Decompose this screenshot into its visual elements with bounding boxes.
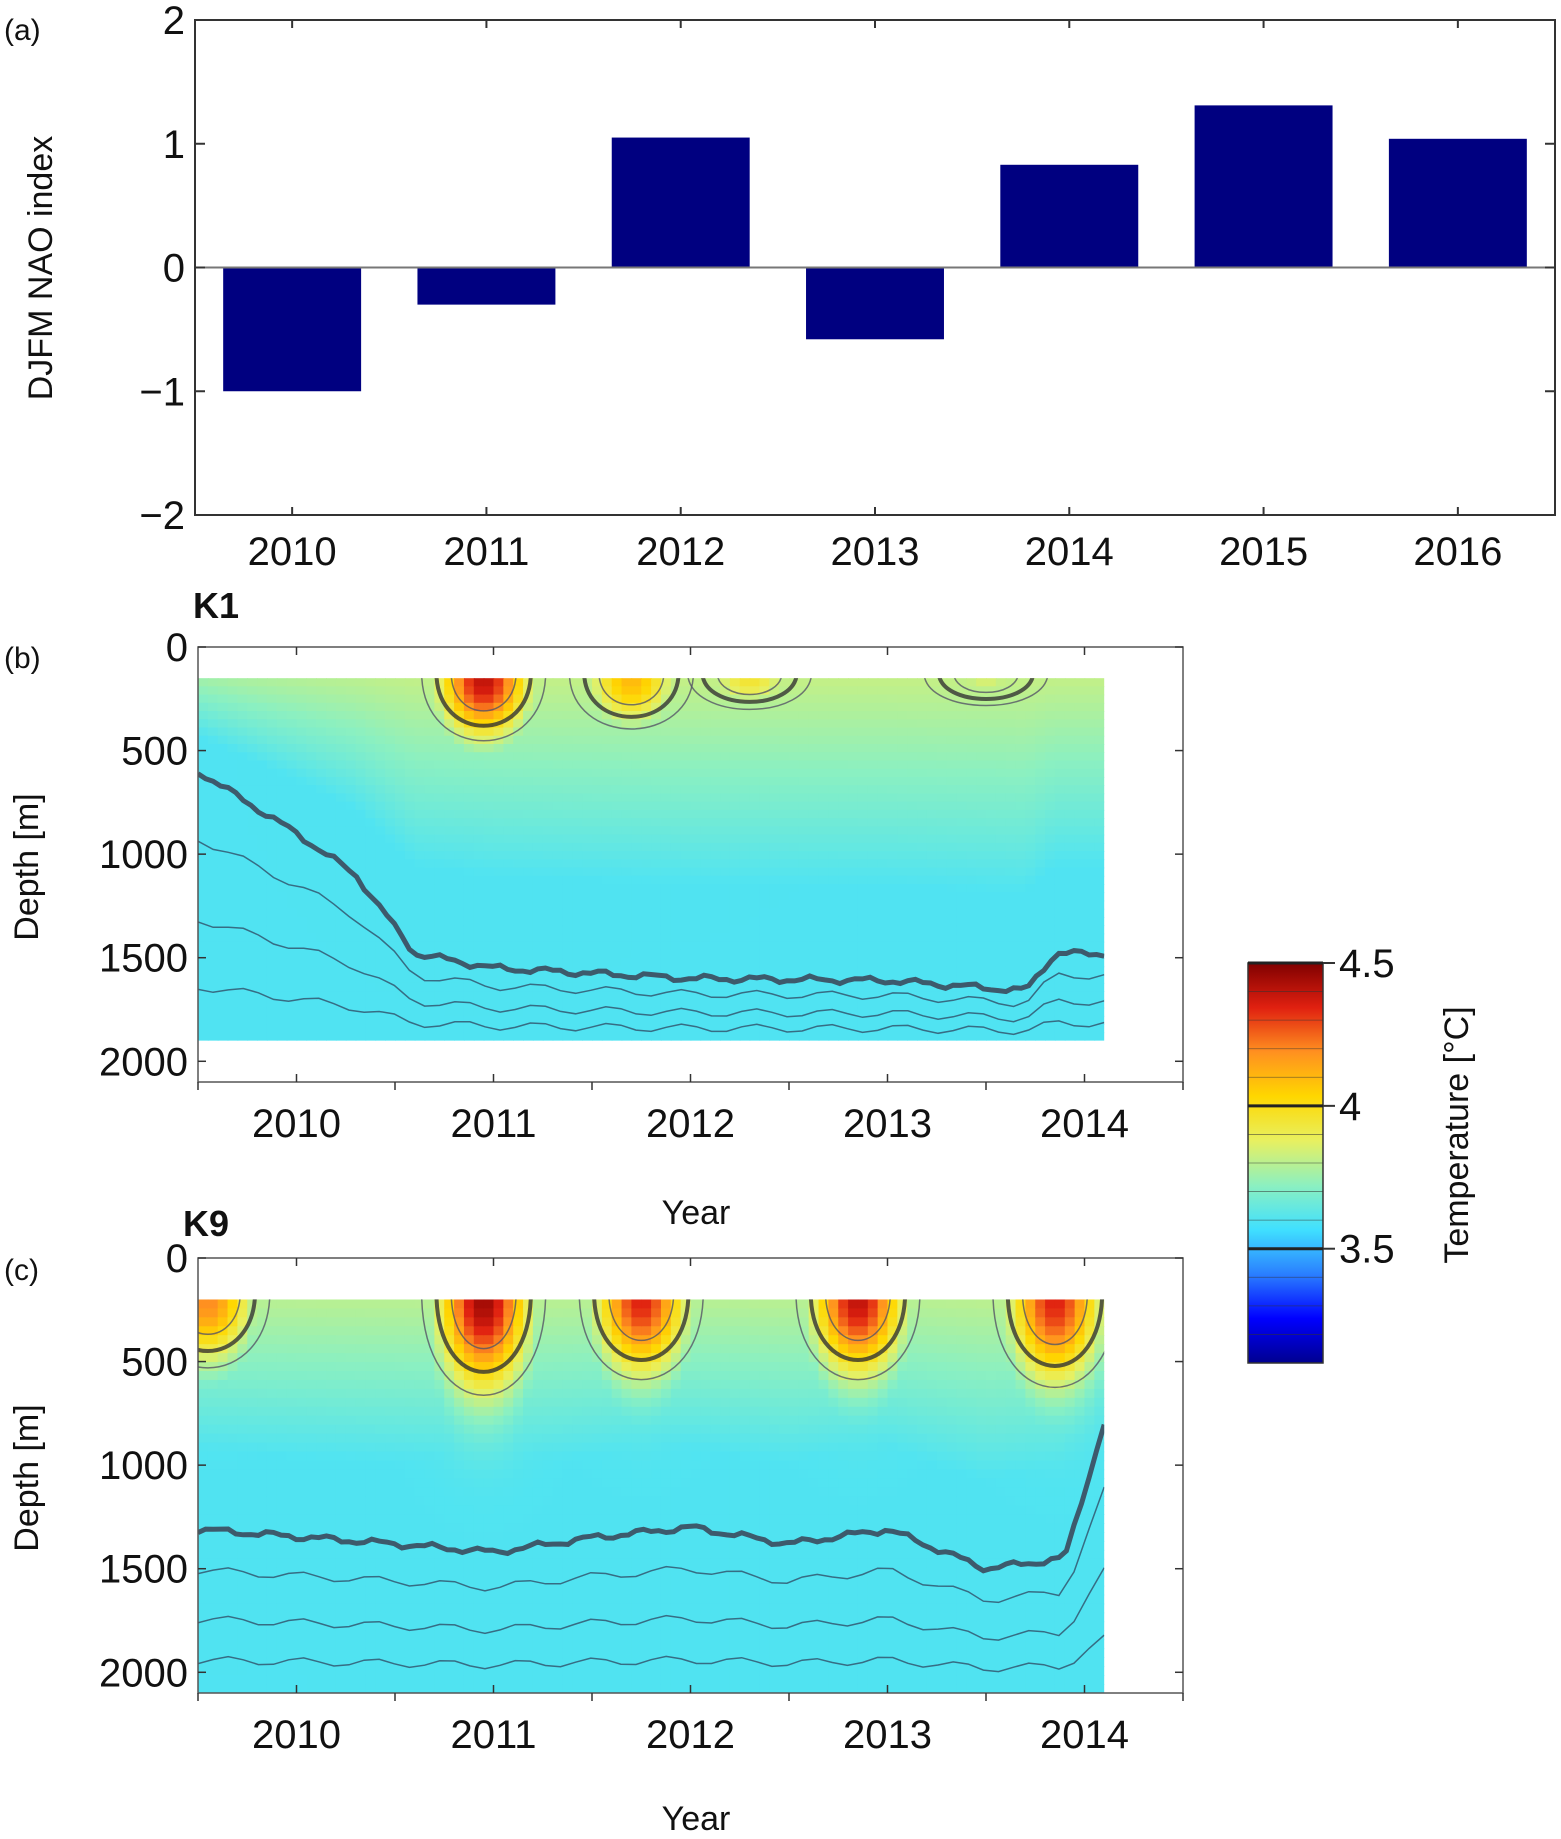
k9-core-contour xyxy=(1022,1299,1088,1346)
k9-core-contour xyxy=(825,1299,891,1341)
k9-core-contour xyxy=(1006,1299,1104,1368)
k1-core-contour xyxy=(937,678,1035,701)
nao-bar xyxy=(223,267,362,392)
k9-title: K9 xyxy=(183,1203,229,1244)
k9-xlabel: Year xyxy=(662,1800,731,1838)
k9-ytick-label: 1500 xyxy=(99,1548,188,1592)
k1-xtick-label: 2012 xyxy=(646,1102,735,1146)
k9-core-contour xyxy=(795,1299,921,1381)
k9-xtick-label: 2010 xyxy=(252,1713,341,1757)
k1-xtick-label: 2013 xyxy=(843,1102,932,1146)
k9-heatmap: 2010 2011 2012 2013 2014 0 500 1000 1500 2000 xyxy=(99,1237,1184,1757)
panel-c-label: (c) xyxy=(4,1254,39,1287)
k1-ytick-label: 0 xyxy=(166,626,188,670)
nao-ytick-label: 2 xyxy=(163,0,185,43)
k1-xlabel: Year xyxy=(662,1194,731,1232)
k9-core-contour xyxy=(608,1299,674,1341)
k1-deep-contour xyxy=(198,840,1105,1008)
k9-core-contour xyxy=(992,1299,1105,1389)
k9-deep-contour xyxy=(198,1634,1105,1673)
k9-core-contour xyxy=(450,1299,517,1350)
nao-ytick-label: −1 xyxy=(139,370,185,414)
k1-xtick-label: 2014 xyxy=(1040,1102,1129,1146)
k9-core-contour xyxy=(809,1299,907,1362)
k1-core-contour xyxy=(434,678,533,728)
k9-core-contour xyxy=(592,1299,691,1362)
k1-ytick-label: 500 xyxy=(121,730,188,774)
k9-core-contour xyxy=(198,1299,241,1336)
k9-ytick-label: 500 xyxy=(121,1341,188,1385)
nao-xtick-label: 2010 xyxy=(248,530,337,574)
k1-ytick-label: 1000 xyxy=(99,833,188,877)
k1-core-contour xyxy=(954,678,1018,694)
temperature-colorbar: 4.5 4 3.5 xyxy=(1247,942,1395,1364)
k1-isotherm-3-5 xyxy=(198,771,1105,995)
k9-ytick-label: 0 xyxy=(166,1237,188,1281)
nao-ylabel: DJFM NAO index xyxy=(22,136,60,401)
k9-core-contour xyxy=(198,1299,271,1369)
k9-core-contour xyxy=(434,1299,533,1374)
nao-bar xyxy=(1388,138,1527,268)
colorbar-label: Temperature [°C] xyxy=(1438,1006,1476,1263)
k1-xtick-label: 2010 xyxy=(252,1102,341,1146)
panel-a-label: (a) xyxy=(4,14,41,47)
k9-xtick-label: 2011 xyxy=(450,1713,536,1757)
k9-xtick-label: 2014 xyxy=(1040,1713,1129,1757)
nao-bar xyxy=(806,267,944,340)
k1-core-contour xyxy=(450,678,517,712)
k1-deep-contour xyxy=(198,987,1105,1036)
nao-bar xyxy=(417,267,556,305)
k1-core-contour xyxy=(717,678,782,696)
k9-xtick-label: 2013 xyxy=(843,1713,932,1757)
k1-core-contour xyxy=(701,678,798,704)
nao-xtick-label: 2015 xyxy=(1219,530,1308,574)
k9-core-contour xyxy=(198,1299,257,1354)
k9-core-contour xyxy=(421,1299,547,1396)
nao-ytick-label: −2 xyxy=(139,494,185,538)
k9-ylabel: Depth [m] xyxy=(8,1404,46,1551)
nao-bar xyxy=(611,137,750,268)
k1-core-contour xyxy=(924,678,1048,707)
k9-ytick-label: 1000 xyxy=(99,1444,188,1488)
k9-ytick-label: 2000 xyxy=(99,1651,188,1695)
nao-xtick-label: 2011 xyxy=(443,530,529,574)
nao-ytick-label: 1 xyxy=(163,123,185,167)
colorbar-tick-label: 3.5 xyxy=(1339,1228,1395,1272)
nao-bar xyxy=(1194,105,1333,268)
nao-bar-chart: 2010 2011 2012 2013 2014 2015 2016 −2 −1 0 1 2 xyxy=(139,0,1556,574)
nao-xtick-label: 2013 xyxy=(831,530,920,574)
k1-deep-contour xyxy=(198,921,1105,1023)
k1-title: K1 xyxy=(193,585,239,626)
nao-xtick-label: 2016 xyxy=(1413,530,1502,574)
k1-heatmap: 2010 2011 2012 2013 2014 0 500 1000 1500 2000 xyxy=(99,626,1184,1146)
k9-deep-contour xyxy=(198,1486,1105,1604)
k9-xtick-label: 2012 xyxy=(646,1713,735,1757)
colorbar-tick-label: 4 xyxy=(1339,1085,1361,1129)
nao-xtick-label: 2012 xyxy=(636,530,725,574)
panel-b-label: (b) xyxy=(4,642,41,675)
nao-bar xyxy=(1000,164,1139,268)
k1-core-contour xyxy=(582,678,681,719)
k1-ytick-label: 1500 xyxy=(99,937,188,981)
k9-field xyxy=(198,1299,1105,1694)
k1-ytick-label: 2000 xyxy=(99,1040,188,1084)
k9-isotherm-3-5 xyxy=(198,1423,1105,1574)
k1-core-contour xyxy=(687,678,812,710)
colorbar-tick-label: 4.5 xyxy=(1339,942,1395,986)
nao-xtick-label: 2014 xyxy=(1025,530,1114,574)
k1-xtick-label: 2011 xyxy=(450,1102,536,1146)
k1-core-contour xyxy=(598,678,664,706)
k9-core-contour xyxy=(578,1299,704,1381)
k1-ylabel: Depth [m] xyxy=(8,793,46,940)
k1-core-contour xyxy=(421,678,546,742)
k9-deep-contour xyxy=(198,1567,1105,1641)
nao-ytick-label: 0 xyxy=(163,247,185,291)
k1-field xyxy=(198,678,1105,1041)
k1-core-contour xyxy=(569,678,694,730)
